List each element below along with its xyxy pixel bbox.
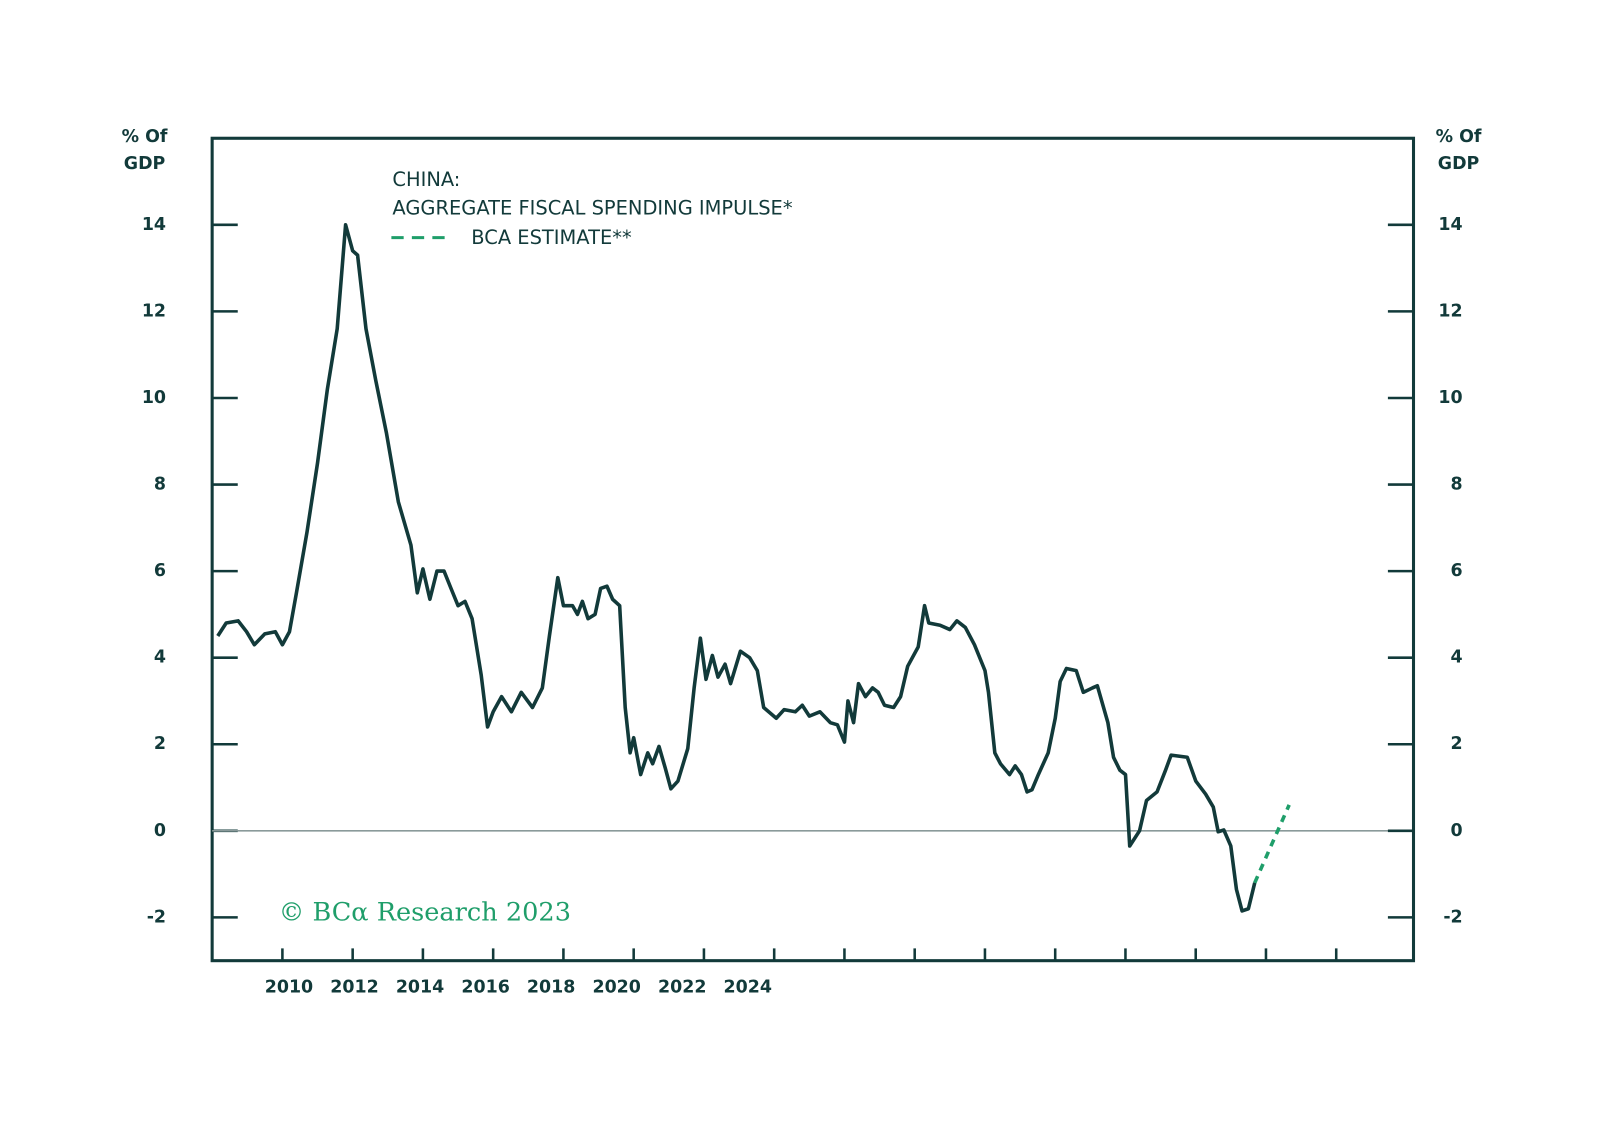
- y-tick-label: 10: [142, 388, 166, 408]
- y-tick-label: 0: [154, 821, 166, 841]
- y-tick-label: 8: [154, 475, 166, 495]
- y-tick-label: 2: [154, 734, 166, 754]
- y2-tick-label: 8: [1451, 475, 1463, 495]
- series-line: [216, 223, 1257, 913]
- y2-tick-label: -2: [1443, 907, 1462, 927]
- legend-label: AGGREGATE FISCAL SPENDING IMPULSE*: [392, 196, 792, 219]
- y2-tick-label: 2: [1451, 734, 1463, 754]
- x-tick-label: 2016: [461, 977, 509, 997]
- y-tick-label: 12: [142, 301, 166, 321]
- x-tick-label: 2018: [527, 977, 575, 997]
- y2-tick-label: 10: [1438, 388, 1462, 408]
- x-tick-label: 2024: [724, 977, 772, 997]
- y-axis-label: % Of: [122, 127, 168, 147]
- y2-tick-label: 0: [1451, 821, 1463, 841]
- legend-label: BCA ESTIMATE**: [471, 226, 632, 249]
- x-tick-label: 2022: [658, 977, 706, 997]
- chart-title: CHINA:: [392, 168, 460, 191]
- y-tick-label: -2: [147, 907, 166, 927]
- y2-axis-label: % Of: [1436, 127, 1482, 147]
- series-line: [1253, 804, 1291, 884]
- y-tick-label: 14: [142, 215, 166, 235]
- plot-frame: [210, 136, 1416, 963]
- y2-tick-label: 4: [1451, 648, 1463, 668]
- y2-axis-label: GDP: [1438, 154, 1480, 174]
- y2-tick-label: 12: [1438, 301, 1462, 321]
- y2-tick-label: 14: [1438, 215, 1462, 235]
- y-tick-label: 4: [154, 648, 166, 668]
- y-axis-label: GDP: [124, 154, 166, 174]
- x-tick-label: 2020: [592, 977, 640, 997]
- x-tick-label: 2012: [330, 977, 378, 997]
- x-tick-label: 2014: [396, 977, 444, 997]
- y2-tick-label: 6: [1451, 561, 1463, 581]
- y-tick-label: 6: [154, 561, 166, 581]
- watermark: © BCα Research 2023: [279, 898, 571, 928]
- x-tick-label: 2010: [265, 977, 313, 997]
